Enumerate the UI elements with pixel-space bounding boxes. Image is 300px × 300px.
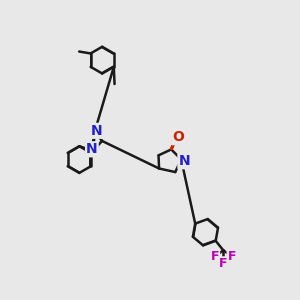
Text: F: F: [227, 250, 236, 262]
Text: O: O: [172, 130, 184, 144]
Text: N: N: [86, 142, 98, 156]
Text: N: N: [90, 124, 102, 138]
Text: F: F: [219, 257, 228, 270]
Text: N: N: [178, 154, 190, 168]
Text: F: F: [211, 250, 219, 262]
